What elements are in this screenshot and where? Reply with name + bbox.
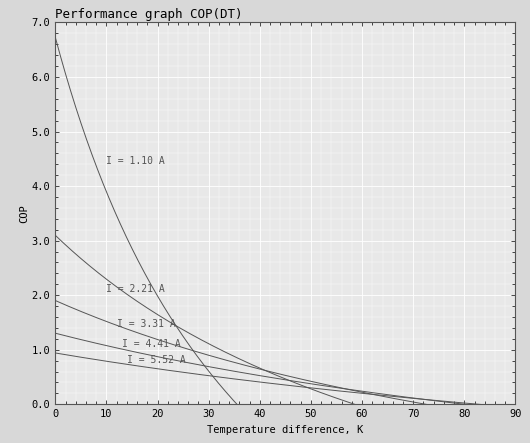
- Text: I = 2.21 A: I = 2.21 A: [107, 284, 165, 295]
- X-axis label: Temperature difference, K: Temperature difference, K: [207, 425, 364, 435]
- Text: I = 1.10 A: I = 1.10 A: [107, 156, 165, 166]
- Text: I = 5.52 A: I = 5.52 A: [127, 355, 186, 365]
- Text: I = 3.31 A: I = 3.31 A: [117, 319, 175, 329]
- Text: Performance graph COP(DT): Performance graph COP(DT): [55, 8, 243, 21]
- Text: I = 4.41 A: I = 4.41 A: [122, 339, 181, 349]
- Y-axis label: COP: COP: [19, 204, 29, 223]
